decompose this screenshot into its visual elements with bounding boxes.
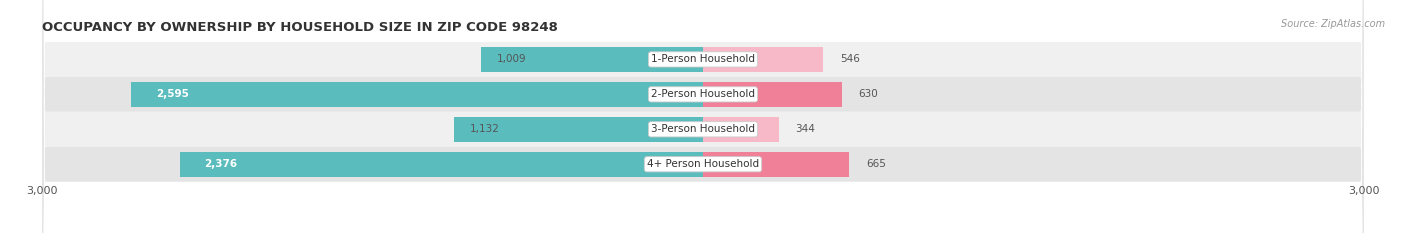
Text: OCCUPANCY BY OWNERSHIP BY HOUSEHOLD SIZE IN ZIP CODE 98248: OCCUPANCY BY OWNERSHIP BY HOUSEHOLD SIZE… (42, 21, 558, 34)
Bar (454, 117, 703, 142)
Text: 630: 630 (858, 89, 877, 99)
FancyBboxPatch shape (42, 0, 1364, 233)
Text: 546: 546 (839, 55, 859, 64)
Text: 3-Person Household: 3-Person Household (651, 124, 755, 134)
Text: 4+ Person Household: 4+ Person Household (647, 159, 759, 169)
Bar (131, 82, 703, 107)
Text: 1,132: 1,132 (470, 124, 501, 134)
Bar (703, 152, 849, 177)
Text: 2,376: 2,376 (204, 159, 238, 169)
Text: Source: ZipAtlas.com: Source: ZipAtlas.com (1281, 19, 1385, 29)
Text: 1-Person Household: 1-Person Household (651, 55, 755, 64)
FancyBboxPatch shape (42, 0, 1364, 233)
FancyBboxPatch shape (42, 0, 1364, 233)
Text: 1,009: 1,009 (498, 55, 527, 64)
Bar (703, 117, 779, 142)
Text: 2,595: 2,595 (156, 89, 188, 99)
Text: 665: 665 (866, 159, 886, 169)
Bar (180, 152, 703, 177)
Text: 2-Person Household: 2-Person Household (651, 89, 755, 99)
FancyBboxPatch shape (42, 0, 1364, 233)
Bar (481, 47, 703, 72)
Text: 344: 344 (796, 124, 815, 134)
Bar (703, 47, 824, 72)
Bar (703, 82, 842, 107)
Legend: Owner-occupied, Renter-occupied: Owner-occupied, Renter-occupied (582, 230, 824, 233)
